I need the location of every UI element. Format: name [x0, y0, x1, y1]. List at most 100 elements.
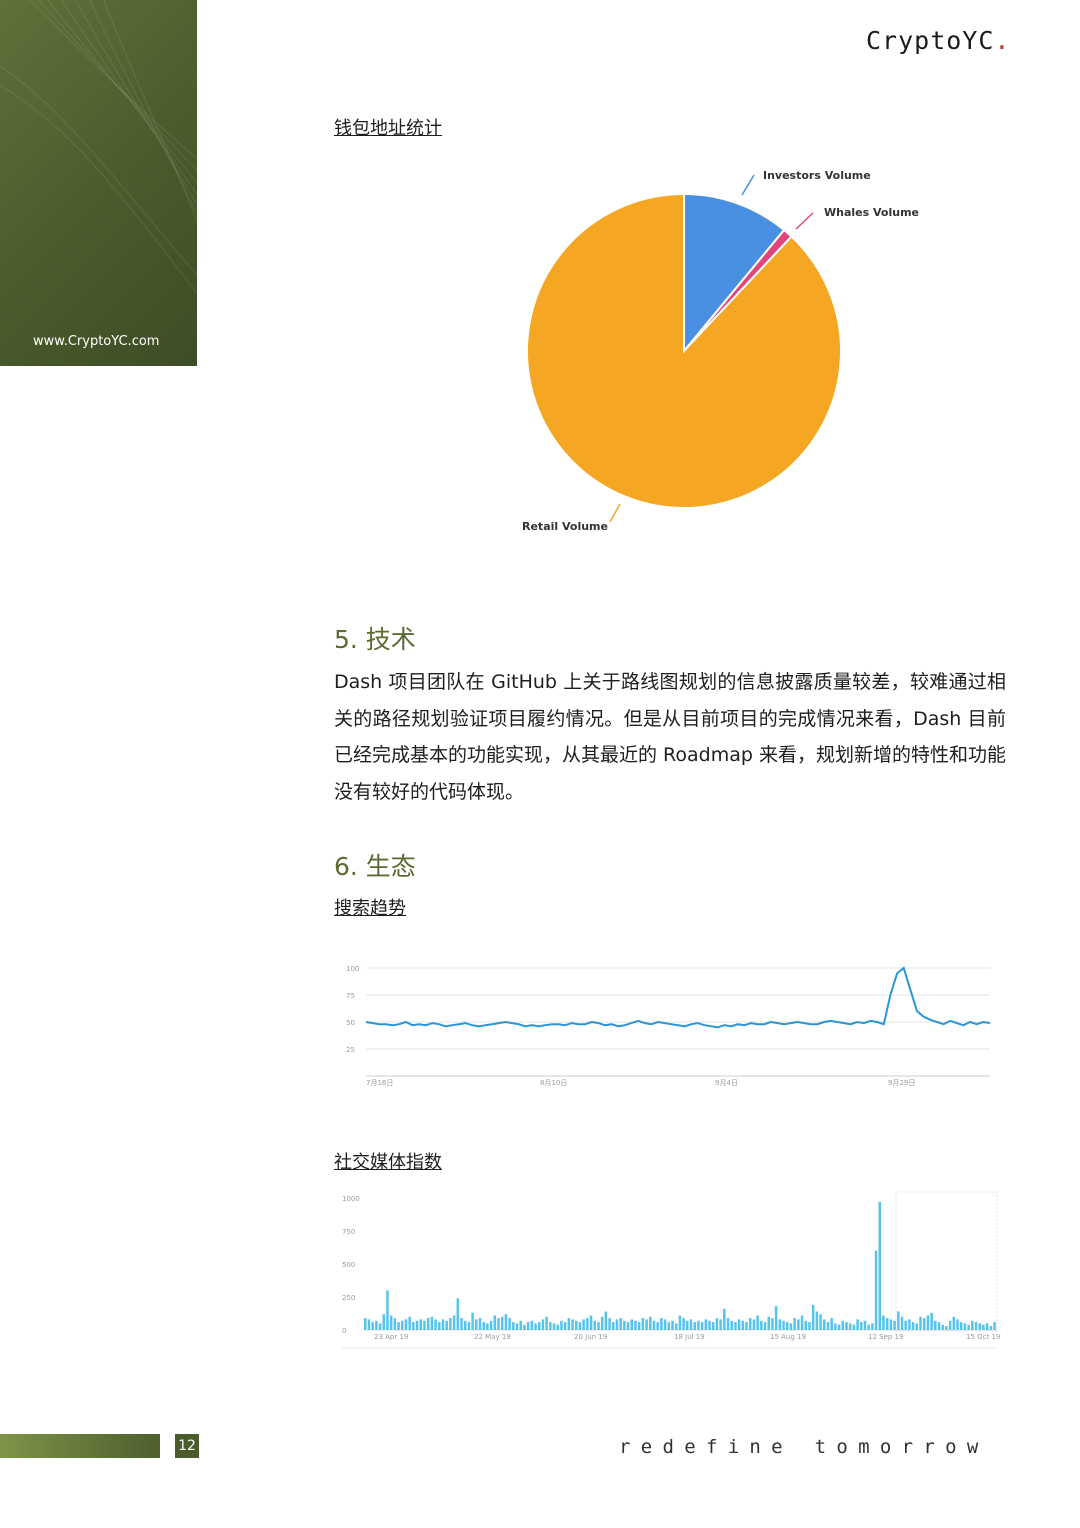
social-bar — [993, 1322, 996, 1330]
social-bar — [956, 1319, 959, 1330]
social-bar — [819, 1314, 822, 1330]
social-bar — [686, 1320, 689, 1330]
social-bar — [934, 1320, 937, 1330]
social-bar — [519, 1320, 522, 1330]
social-bar — [678, 1315, 682, 1330]
social-bar — [382, 1314, 386, 1330]
social-bar — [941, 1324, 944, 1330]
social-bar — [752, 1319, 756, 1330]
ecosystem-heading: 6. 生态 — [334, 852, 416, 881]
social-bar — [774, 1306, 778, 1330]
social-bar — [985, 1323, 989, 1330]
social-bar — [626, 1322, 630, 1330]
social-bar — [937, 1322, 941, 1330]
search-trend-label: 搜索趋势 — [334, 898, 406, 919]
wave-pattern — [0, 0, 197, 295]
social-bar — [771, 1318, 774, 1330]
social-bar — [826, 1322, 830, 1330]
social-bar — [708, 1320, 711, 1330]
social-bar — [952, 1316, 956, 1330]
trend-y-tick: 50 — [346, 1019, 355, 1027]
social-bar — [530, 1320, 534, 1330]
social-bar — [730, 1320, 733, 1330]
pie-slice-investors-volume — [683, 192, 786, 354]
social-bar — [634, 1320, 637, 1330]
social-bar — [649, 1316, 652, 1330]
social-bar — [848, 1323, 852, 1330]
social-bar — [837, 1324, 841, 1330]
social-bar — [515, 1323, 519, 1330]
social-bar — [556, 1324, 559, 1330]
social-bar — [408, 1316, 411, 1330]
social-bar — [797, 1319, 800, 1330]
social-bar — [567, 1318, 571, 1330]
social-bar — [748, 1318, 752, 1330]
social-bar — [767, 1316, 770, 1330]
trend-x-tick: 9月4日 — [715, 1079, 738, 1087]
social-bar — [537, 1322, 541, 1330]
social-bar — [689, 1319, 693, 1330]
pie-leader-line — [609, 503, 621, 523]
social-x-tick: 15 Oct 19 — [966, 1333, 1000, 1341]
social-bar — [800, 1315, 804, 1330]
social-bar — [893, 1320, 896, 1330]
social-bar — [489, 1320, 493, 1330]
search-trend-chart: 100 75 50 25 7月16日 8月10日 9月4日 9月29日 — [346, 965, 991, 1087]
social-bar — [367, 1319, 371, 1330]
social-bar — [423, 1320, 426, 1330]
social-bar — [793, 1318, 796, 1330]
social-bar — [723, 1308, 726, 1330]
social-bar — [971, 1320, 974, 1330]
social-bar — [885, 1318, 889, 1330]
social-bar — [563, 1322, 567, 1330]
social-bar — [745, 1322, 748, 1330]
website-url[interactable]: www.CryptoYC.com — [33, 334, 160, 349]
social-bar — [982, 1324, 985, 1330]
social-bar — [426, 1318, 430, 1330]
social-bar — [430, 1316, 434, 1330]
pie-slice-retail-volume — [526, 192, 842, 509]
social-bar — [786, 1322, 789, 1330]
brand-dot: . — [994, 26, 1011, 55]
social-bar — [486, 1323, 489, 1330]
social-bar — [386, 1290, 389, 1330]
social-bar — [882, 1315, 885, 1330]
social-bar — [582, 1319, 585, 1330]
social-y-tick: 500 — [342, 1261, 355, 1269]
social-bar — [926, 1315, 930, 1330]
social-bar — [615, 1319, 619, 1330]
brand-logo: CryptoYC. — [866, 26, 1010, 55]
wallet-pie-chart: Investors Volume Whales Volume Retail Volu… — [522, 169, 919, 533]
social-bar — [460, 1318, 463, 1330]
social-bar — [497, 1318, 500, 1330]
social-bar — [908, 1319, 911, 1330]
social-bar — [619, 1318, 622, 1330]
social-bar — [471, 1312, 474, 1330]
social-bar — [589, 1315, 593, 1330]
social-bar — [375, 1320, 378, 1330]
pie-leader-line — [741, 174, 755, 196]
social-bar — [856, 1319, 859, 1330]
trend-x-tick: 7月16日 — [366, 1079, 393, 1087]
pie-label: Investors Volume — [763, 169, 871, 182]
social-bar — [560, 1320, 563, 1330]
social-index-chart: 1000 750 500 250 0 23 Apr 19 22 May 19 20 Jun 1… — [342, 1191, 1000, 1349]
social-bar — [878, 1202, 882, 1330]
social-bar — [867, 1324, 870, 1330]
social-bar — [789, 1323, 793, 1330]
social-bar — [874, 1250, 878, 1330]
social-bar — [697, 1320, 700, 1330]
social-bar — [841, 1320, 845, 1330]
social-bar — [389, 1315, 393, 1330]
social-y-tick: 250 — [342, 1294, 355, 1302]
social-bar — [504, 1314, 508, 1330]
social-bar — [674, 1323, 678, 1330]
social-bar — [682, 1318, 685, 1330]
social-bar — [652, 1320, 656, 1330]
social-bar — [726, 1318, 730, 1330]
social-bar — [523, 1324, 526, 1330]
social-bar — [897, 1311, 900, 1330]
social-bar — [441, 1319, 445, 1330]
trend-x-tick: 8月10日 — [540, 1079, 567, 1087]
social-y-tick: 1000 — [342, 1195, 360, 1203]
